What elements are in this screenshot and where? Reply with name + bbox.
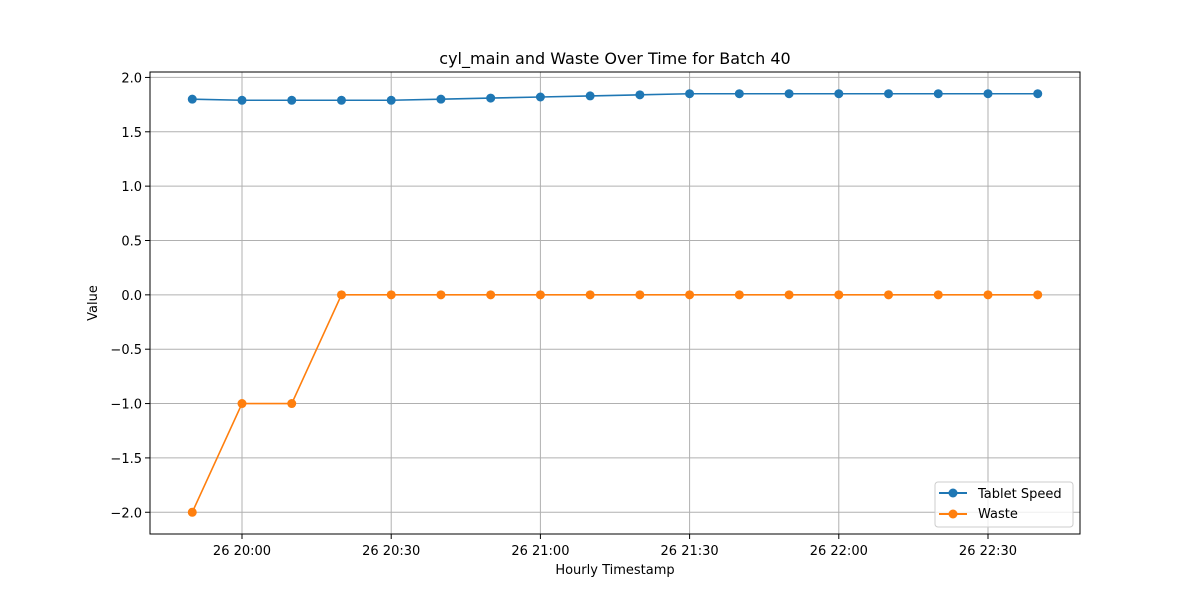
legend-marker-waste (948, 509, 958, 519)
y-tick-label: 0.5 (121, 234, 142, 249)
data-point-tablet-speed (834, 89, 844, 99)
data-point-waste (585, 290, 595, 300)
legend-marker-tablet-speed (948, 488, 958, 498)
data-point-tablet-speed (336, 95, 346, 105)
data-point-tablet-speed (386, 95, 396, 105)
data-point-tablet-speed (1033, 89, 1043, 99)
data-point-tablet-speed (237, 95, 247, 105)
y-tick-label: −0.5 (110, 343, 142, 358)
data-point-waste (884, 290, 894, 300)
series-line-waste (191, 294, 1038, 513)
y-axis-label: Value (86, 285, 101, 321)
series-line-tablet-speed (192, 92, 1038, 102)
data-point-tablet-speed (287, 95, 297, 105)
x-tick-label: 26 20:30 (362, 544, 420, 559)
y-tick-label: −2.0 (110, 506, 142, 521)
data-point-tablet-speed (734, 89, 744, 99)
y-tick-label: 2.0 (121, 71, 142, 86)
data-point-waste (187, 507, 197, 517)
data-point-waste (834, 290, 844, 300)
x-axis-label: Hourly Timestamp (555, 563, 674, 578)
data-point-tablet-speed (436, 94, 446, 104)
y-tick-label: 1.5 (121, 126, 142, 141)
data-point-waste (635, 290, 645, 300)
data-point-waste (237, 399, 247, 409)
legend: Tablet Speed Waste (934, 481, 1074, 528)
data-point-waste (734, 290, 744, 300)
data-point-waste (933, 290, 943, 300)
legend-label-tablet-speed: Tablet Speed (977, 487, 1062, 502)
data-point-tablet-speed (635, 90, 645, 100)
data-point-waste (983, 290, 993, 300)
data-point-waste (486, 290, 496, 300)
data-point-waste (685, 290, 695, 300)
y-tick-label: 0.0 (121, 289, 142, 304)
y-tick-label: −1.0 (110, 398, 142, 413)
data-point-waste (436, 290, 446, 300)
data-point-waste (287, 399, 297, 409)
data-point-tablet-speed (884, 89, 894, 99)
y-tick-label: 1.0 (121, 180, 142, 195)
legend-box (934, 481, 1074, 528)
data-point-tablet-speed (585, 91, 595, 101)
x-tick-label: 26 22:30 (959, 544, 1017, 559)
chart-title: cyl_main and Waste Over Time for Batch 4… (439, 49, 790, 69)
data-point-waste (1033, 290, 1043, 300)
data-point-tablet-speed (187, 94, 197, 104)
x-tick-label: 26 22:00 (810, 544, 868, 559)
data-point-waste (784, 290, 794, 300)
data-point-tablet-speed (486, 93, 496, 103)
x-tick-label: 26 21:30 (661, 544, 719, 559)
data-point-tablet-speed (933, 89, 943, 99)
data-point-tablet-speed (535, 92, 545, 102)
data-point-tablet-speed (685, 89, 695, 99)
x-tick-label: 26 20:00 (213, 544, 271, 559)
data-point-waste (336, 290, 346, 300)
data-point-waste (535, 290, 545, 300)
y-tick-label: −1.5 (110, 452, 142, 467)
x-tick-label: 26 21:00 (511, 544, 569, 559)
plot-area-frame (149, 71, 1081, 535)
data-point-tablet-speed (784, 89, 794, 99)
data-point-waste (386, 290, 396, 300)
data-point-tablet-speed (983, 89, 993, 99)
legend-label-waste: Waste (978, 507, 1018, 522)
